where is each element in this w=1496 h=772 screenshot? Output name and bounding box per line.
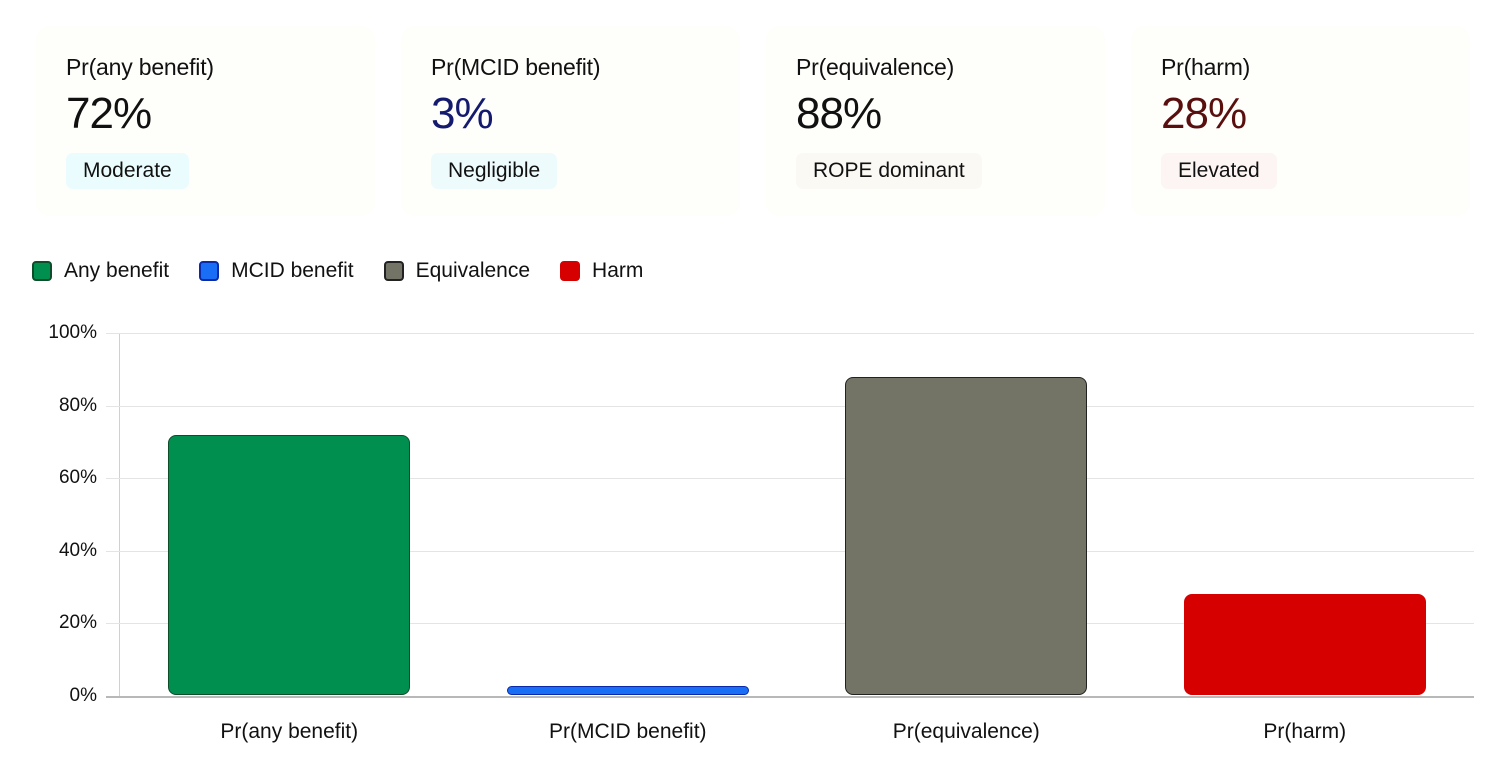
legend-item-mcid-benefit[interactable]: MCID benefit: [199, 259, 354, 283]
status-badge: Elevated: [1161, 153, 1277, 189]
status-badge: Negligible: [431, 153, 558, 189]
y-tick-label: 60%: [58, 467, 97, 489]
bar-pr-harm[interactable]: [1183, 594, 1426, 695]
card-mcid-benefit: Pr(MCID benefit) 3% Negligible: [401, 26, 740, 216]
bar-pr-mcid-benefit[interactable]: [506, 686, 749, 695]
x-tick-label: Pr(MCID benefit): [548, 720, 707, 743]
legend-label: Harm: [592, 259, 644, 282]
legend-item-harm[interactable]: Harm: [560, 259, 643, 283]
card-value: 3%: [431, 89, 494, 138]
y-tick-label: 20%: [58, 612, 97, 634]
card-label: Pr(MCID benefit): [431, 54, 601, 80]
y-tick-label: 40%: [58, 539, 97, 561]
x-tick-label: Pr(any benefit): [220, 720, 359, 743]
x-tick-label: Pr(equivalence): [892, 720, 1040, 743]
gridline: [106, 333, 1474, 334]
legend-swatch-icon: [560, 261, 581, 281]
legend-swatch-icon: [383, 261, 404, 281]
x-axis: [106, 696, 1474, 698]
legend-label: Any benefit: [64, 259, 170, 282]
card-label: Pr(equivalence): [796, 54, 955, 80]
y-tick-label: 100%: [48, 322, 97, 343]
gridline: [106, 405, 1474, 407]
card-harm: Pr(harm) 28% Elevated: [1131, 26, 1470, 216]
gridline: [106, 478, 1474, 480]
card-label: Pr(any benefit): [66, 54, 214, 80]
legend-swatch-icon: [199, 261, 220, 281]
bar-pr-any-benefit[interactable]: [168, 434, 411, 695]
y-tick-label: 80%: [58, 394, 97, 416]
bar-chart: 0% 20% 40% 60% 80% 100% Pr(any benefit) Pr(MCID…: [0, 310, 1496, 772]
card-equivalence: Pr(equivalence) 88% ROPE dominant: [766, 26, 1105, 216]
status-badge: ROPE dominant: [796, 153, 982, 189]
legend-label: MCID benefit: [231, 259, 354, 282]
bar-pr-equivalence[interactable]: [845, 376, 1088, 695]
card-value: 72%: [66, 89, 152, 138]
gridline: [106, 550, 1474, 552]
card-label: Pr(harm): [1161, 54, 1251, 80]
card-any-benefit: Pr(any benefit) 72% Moderate: [36, 26, 375, 216]
legend-item-any-benefit[interactable]: Any benefit: [32, 259, 169, 283]
x-tick-label: Pr(harm): [1263, 720, 1347, 743]
card-value: 88%: [796, 89, 882, 138]
legend-item-equivalence[interactable]: Equivalence: [383, 259, 531, 283]
chart-legend: Any benefit MCID benefit Equivalence Har…: [32, 259, 673, 283]
summary-cards: Pr(any benefit) 72% Moderate Pr(MCID ben…: [36, 26, 1470, 216]
status-badge: Moderate: [66, 153, 189, 189]
legend-swatch-icon: [32, 261, 52, 281]
gridline: [106, 623, 1474, 625]
card-value: 28%: [1161, 89, 1247, 138]
legend-label: Equivalence: [415, 259, 531, 282]
y-tick-label: 0%: [69, 685, 97, 706]
y-axis: [119, 333, 120, 697]
